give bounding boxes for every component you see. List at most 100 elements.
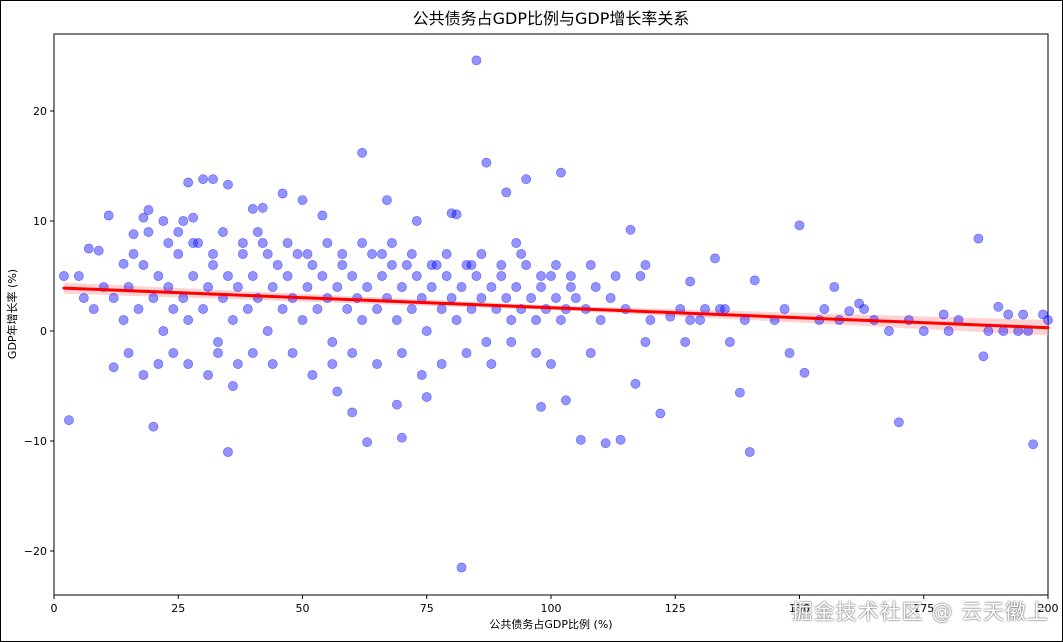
data-point (208, 174, 218, 185)
data-point (590, 282, 601, 292)
data-point (456, 562, 467, 573)
data-point (993, 301, 1004, 312)
data-point (178, 293, 189, 303)
data-point (749, 275, 760, 286)
data-point (536, 401, 546, 412)
x-tick-label: 25 (171, 602, 185, 615)
data-point (575, 434, 586, 445)
data-point (854, 298, 865, 309)
data-point (406, 304, 417, 314)
data-point (168, 348, 179, 358)
chart-title: 公共债务占GDP比例与GDP增长率关系 (413, 9, 690, 28)
data-point (302, 249, 313, 259)
data-point (585, 260, 596, 270)
data-point (332, 282, 343, 292)
data-point (342, 304, 353, 314)
data-point (401, 260, 412, 270)
data-point (128, 249, 139, 259)
data-point (312, 304, 323, 314)
data-point (496, 271, 507, 281)
data-point (615, 434, 626, 445)
data-point (625, 224, 636, 235)
data-point (252, 227, 263, 237)
data-point (1028, 439, 1038, 450)
data-point (362, 437, 373, 447)
data-point (262, 326, 273, 336)
data-point (531, 315, 541, 325)
data-point (163, 282, 174, 292)
data-point (257, 202, 268, 213)
data-point (406, 249, 417, 259)
data-point (208, 260, 218, 270)
data-point (610, 271, 621, 281)
data-point (123, 348, 134, 358)
data-point (277, 304, 288, 314)
data-point (471, 271, 482, 281)
y-tick-label: 10 (33, 215, 47, 228)
data-point (829, 282, 840, 292)
data-point (287, 348, 298, 358)
data-point (277, 188, 288, 199)
data-point (168, 304, 179, 314)
data-point (188, 271, 199, 281)
data-point (894, 417, 904, 428)
data-point (565, 271, 576, 281)
y-tick-label: −10 (24, 435, 47, 448)
data-point (237, 238, 248, 248)
data-point (486, 282, 497, 292)
data-point (501, 293, 512, 303)
y-tick-label: 20 (33, 105, 47, 118)
data-point (118, 258, 129, 269)
data-point (173, 249, 184, 259)
data-point (556, 167, 566, 178)
data-point (322, 238, 333, 248)
data-point (744, 447, 755, 457)
data-point (784, 348, 795, 358)
data-point (436, 359, 447, 369)
data-point (337, 249, 348, 259)
data-point (362, 282, 373, 292)
data-point (859, 304, 870, 314)
data-point (183, 359, 194, 369)
data-point (198, 174, 208, 185)
data-point (387, 238, 397, 248)
data-point (357, 238, 368, 248)
data-point (521, 174, 532, 185)
data-point (257, 238, 268, 248)
data-point (307, 260, 318, 270)
data-point (138, 370, 149, 380)
data-point (108, 293, 119, 303)
data-point (411, 271, 422, 281)
data-point (262, 249, 273, 259)
y-axis-ticks: −20 −10 0 10 20 (24, 105, 54, 558)
data-point (198, 304, 208, 314)
data-point (640, 260, 651, 270)
data-point (1003, 309, 1014, 320)
data-point (317, 210, 328, 221)
data-point (506, 337, 517, 347)
data-point (734, 387, 745, 398)
data-point (218, 227, 228, 237)
data-point (551, 260, 561, 270)
data-point (143, 227, 154, 237)
data-point (461, 348, 472, 358)
x-tick-label: 175 (913, 602, 934, 615)
data-point (411, 216, 422, 226)
data-point (317, 271, 328, 281)
data-point (471, 55, 482, 66)
data-point (223, 179, 233, 190)
x-tick-label: 200 (1038, 602, 1059, 615)
data-point (153, 271, 164, 281)
data-point (327, 337, 338, 347)
data-point (570, 293, 581, 303)
data-point (511, 282, 522, 292)
data-point (421, 392, 432, 402)
data-point (228, 381, 238, 391)
x-axis-ticks: 0 25 50 75 100 125 150 175 200 (51, 595, 1059, 615)
data-point (526, 293, 537, 303)
data-point (476, 293, 487, 303)
x-tick-label: 100 (541, 602, 562, 615)
data-point (918, 326, 929, 336)
data-point (213, 348, 223, 358)
x-tick-label: 75 (420, 602, 434, 615)
